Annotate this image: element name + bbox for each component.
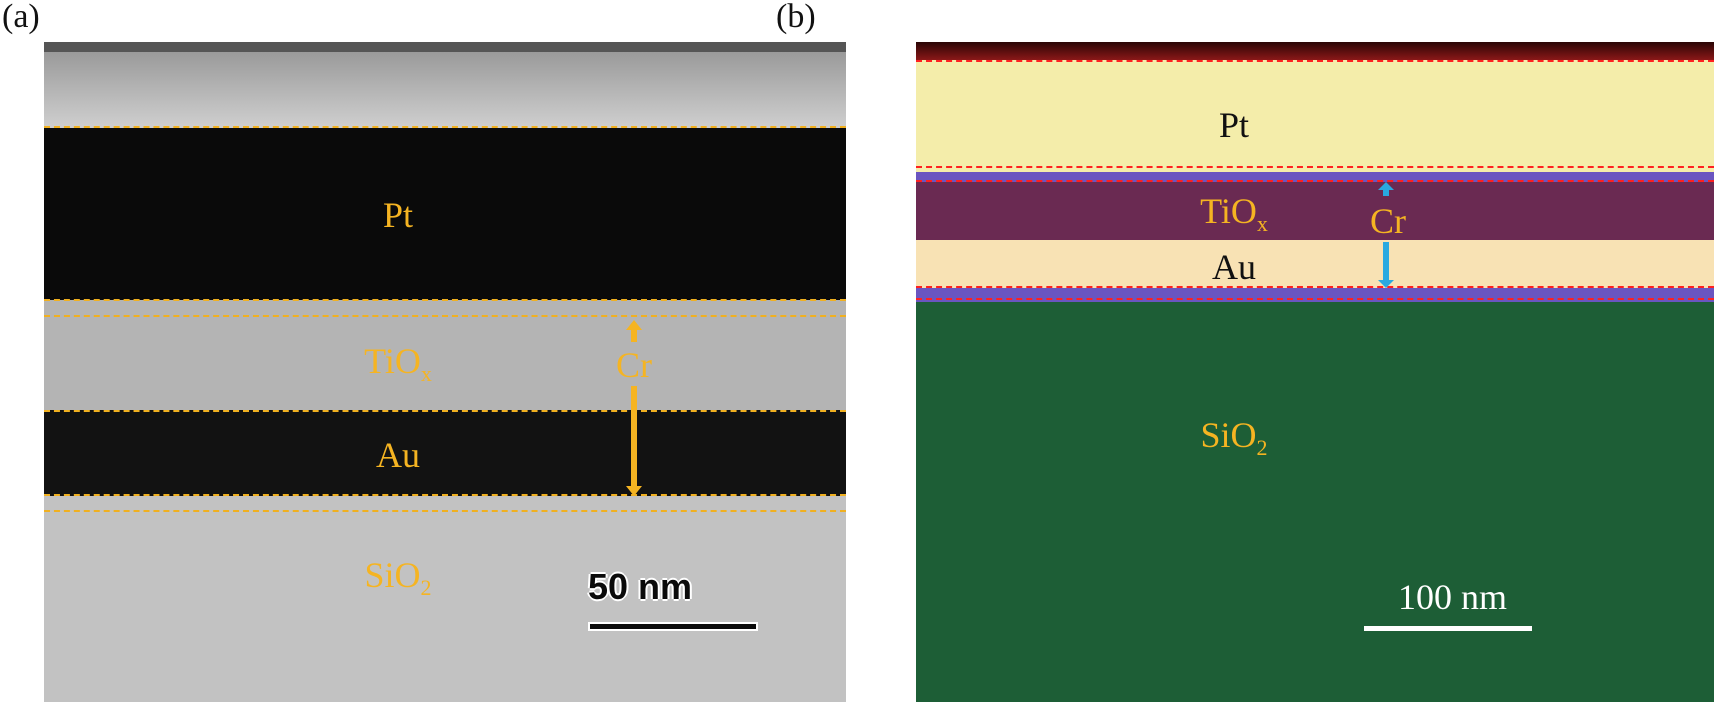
cr-arrow-line: [1383, 190, 1389, 196]
pt-label: Pt: [382, 195, 414, 235]
boundary-line: [916, 298, 1714, 300]
scale-bar: [590, 624, 756, 629]
eds-map-panel: Pt TiOx Au SiO2 Cr 100 nm: [916, 42, 1714, 702]
tiox-label: TiOx: [364, 341, 432, 386]
boundary-line: [916, 180, 1714, 182]
tiox-label: TiOx: [1200, 191, 1268, 236]
cr-arrow-line: [631, 386, 637, 488]
boundary-line: [916, 60, 1714, 62]
pt-layer-band: [916, 60, 1714, 172]
tiox-layer-band: [44, 300, 846, 410]
boundary-line: [44, 494, 846, 496]
tiox-layer-band: [916, 182, 1714, 240]
boundary-line: [916, 286, 1714, 288]
sio2-layer-band: [916, 302, 1714, 702]
scale-bar-label: 100 nm: [1398, 577, 1508, 617]
cr-arrow-up-icon: [1378, 182, 1394, 190]
boundary-line: [44, 315, 846, 317]
boundary-line: [44, 299, 846, 301]
cr-arrow-down-icon: [626, 486, 642, 496]
tem-image-panel: Pt TiOx Au SiO2 Cr 50 nm: [44, 42, 846, 702]
sio2-layer-band: [44, 496, 846, 702]
cr-label: Cr: [616, 345, 652, 385]
top-edge-band: [44, 42, 846, 52]
sio2-label: SiO2: [364, 555, 432, 600]
scale-bar: [1364, 626, 1532, 631]
panel-b-label: (b): [776, 0, 816, 35]
pt-layer-band: [44, 128, 846, 300]
boundary-line: [44, 510, 846, 512]
cap-layer-band: [44, 52, 846, 128]
scale-bar-label: 50 nm: [588, 566, 693, 607]
boundary-line: [44, 410, 846, 412]
boundary-line: [44, 126, 846, 128]
boundary-line: [916, 166, 1714, 168]
cr-label: Cr: [1370, 201, 1406, 241]
cr-interlayer-band: [916, 172, 1714, 182]
cr-arrow-line: [631, 330, 637, 342]
pt-label: Pt: [1218, 105, 1250, 145]
au-label: Au: [1212, 247, 1256, 287]
sio2-label: SiO2: [1200, 415, 1268, 460]
cr-arrow-up-icon: [626, 320, 642, 330]
cr-arrow-line: [1383, 242, 1389, 282]
panel-a-label: (a): [2, 0, 40, 35]
au-layer-band: [44, 410, 846, 496]
au-layer-band: [916, 240, 1714, 288]
au-label: Au: [376, 435, 420, 475]
cr-arrow-down-icon: [1378, 280, 1394, 288]
top-edge-band: [916, 42, 1714, 60]
